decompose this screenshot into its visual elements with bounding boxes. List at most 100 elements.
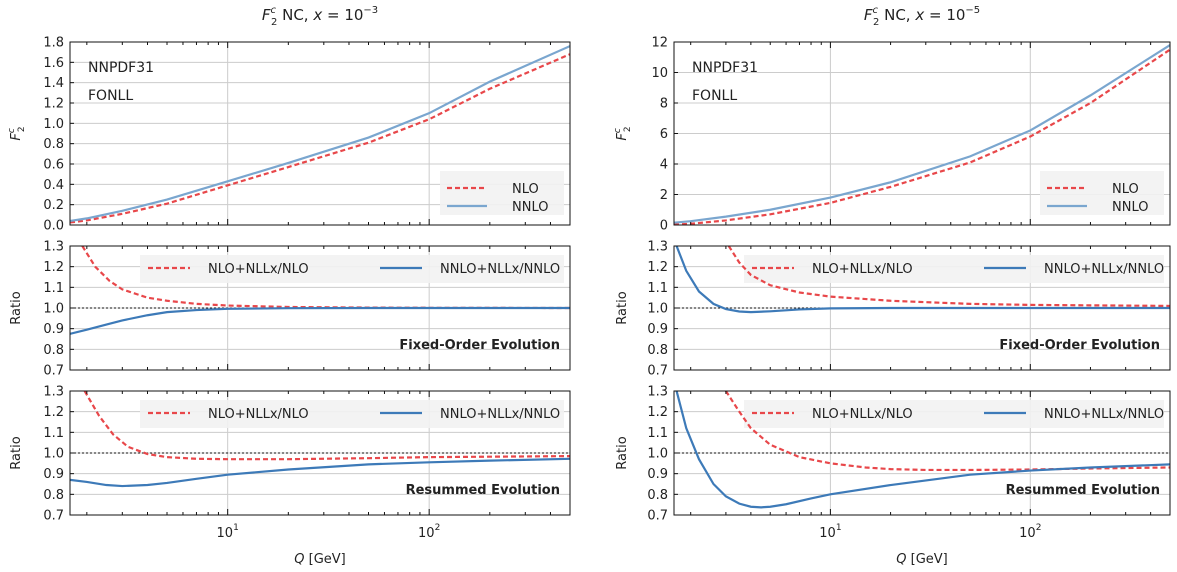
y-axis-label: Ratio	[615, 291, 630, 324]
y-tick-label: 0.2	[43, 198, 64, 213]
series-group	[70, 391, 570, 488]
series-line-nlo	[674, 48, 1170, 225]
y-tick-label: 1.1	[43, 426, 64, 441]
y-tick-label: 0.6	[43, 158, 64, 173]
y-tick-label: 1.2	[647, 405, 668, 420]
y-tick-label: 1.0	[647, 447, 668, 462]
series-line-nlo	[727, 246, 1170, 308]
y-tick-label: 0.9	[647, 322, 668, 337]
series-line-nlo	[81, 246, 570, 310]
panel-top: 0.0 0.2 0.4 0.6 0.8 1.0 1.2 1.4 1.6 1.8 Fc2 NNPDF31…	[7, 36, 571, 234]
y-tick-label: 1.3	[647, 385, 668, 400]
panel-label: Resummed Evolution	[1006, 483, 1160, 498]
legend-label: NNLO+NLLx/NNLO	[1044, 407, 1164, 422]
y-tick-label: 1.1	[647, 281, 668, 296]
y-tick-label: 1.0	[647, 302, 668, 317]
panel-mid: 0.7 0.8 0.9 1.0 1.1 1.2 1.3 Ratio Fixed-Order Ev…	[9, 240, 571, 379]
chart-x-1e-5: Fc 2 NC, x = 10−5 0 2 4 6 8 10 12 Fc2 NNPDF31 FONLL…	[613, 5, 1171, 567]
y-tick-label: 0.8	[43, 137, 64, 152]
legend-label: NNLO	[1112, 200, 1148, 215]
y-axis-label: Ratio	[9, 436, 24, 469]
legend-label: NLO	[512, 182, 539, 197]
y-axis-label: Fc2	[613, 126, 633, 140]
legend-label: NLO+NLLx/NLO	[208, 262, 309, 277]
series-line-nnlo	[70, 457, 570, 488]
y-tick-label: 0.7	[647, 509, 668, 524]
annotation: FONLL	[88, 88, 133, 104]
series-group	[70, 246, 570, 335]
y-tick-label: 0.7	[43, 364, 64, 379]
y-tick-label: 1.4	[43, 76, 64, 91]
y-tick-label: 0.4	[43, 178, 64, 193]
legend-label: NLO+NLLx/NLO	[812, 407, 913, 422]
y-tick-label: 0.8	[43, 343, 64, 358]
legend-label: NLO+NLLx/NLO	[208, 407, 309, 422]
y-axis-label: Ratio	[9, 291, 24, 324]
series-line-nnlo	[70, 306, 570, 335]
legend-box	[744, 255, 1164, 283]
panel-bot: 0.7 0.8 0.9 1.0 1.1 1.2 1.3 Ratio Resummed Evolu…	[9, 385, 571, 567]
y-tick-label: 1.2	[43, 97, 64, 112]
legend-label: NNLO+NLLx/NNLO	[1044, 262, 1164, 277]
panel-bot: 0.7 0.8 0.9 1.0 1.1 1.2 1.3 Ratio Resummed Evolu…	[615, 385, 1171, 567]
series-line-nnlo	[70, 45, 570, 223]
x-axis-label: Q [GeV]	[294, 552, 345, 567]
y-tick-label: 0.7	[43, 509, 64, 524]
legend-box	[440, 171, 564, 215]
x-tick-label: 101	[819, 523, 841, 541]
chart-title: Fc 2 NC, x = 10−5	[864, 5, 980, 28]
y-tick-label: 1.0	[43, 117, 64, 132]
y-tick-label: 1.8	[43, 36, 64, 51]
chart-x-1e-3: Fc 2 NC, x = 10−3 0.0 0.2 0.4 0.6 0.8 1.0 1.2 1.4…	[7, 5, 571, 567]
y-axis-label: Ratio	[615, 436, 630, 469]
series-group	[675, 391, 1170, 509]
axes-frame	[69, 41, 571, 226]
legend-label: NLO	[1112, 182, 1139, 197]
series-line-nnlo	[675, 391, 1170, 509]
y-tick-label: 0.9	[43, 467, 64, 482]
y-tick-label: 0.8	[43, 488, 64, 503]
x-axis-label: Q [GeV]	[896, 552, 947, 567]
x-tick-label: 102	[418, 523, 440, 541]
legend-box	[140, 255, 564, 283]
y-tick-label: 10	[651, 66, 668, 81]
legend-box	[744, 400, 1164, 428]
y-tick-label: 1.3	[647, 240, 668, 255]
y-tick-label: 0.9	[43, 322, 64, 337]
panel-mid: 0.7 0.8 0.9 1.0 1.1 1.2 1.3 Ratio Fixed-Order Ev…	[615, 240, 1171, 379]
series-line-nlo	[724, 391, 1170, 472]
legend-box	[1040, 171, 1164, 215]
y-tick-label: 1.1	[647, 426, 668, 441]
panel-label: Fixed-Order Evolution	[999, 338, 1160, 353]
y-tick-label: 12	[651, 36, 668, 51]
series-group	[70, 45, 570, 224]
panel-top: 0 2 4 6 8 10 12 Fc2 NNPDF31 FONLL NLO NNLO	[613, 36, 1171, 234]
y-tick-label: 0	[660, 219, 668, 234]
y-tick-label: 0.0	[43, 219, 64, 234]
y-tick-label: 4	[660, 158, 668, 173]
legend-box	[140, 400, 564, 428]
series-group	[674, 44, 1170, 225]
y-tick-label: 0.9	[647, 467, 668, 482]
x-tick-label: 102	[1019, 523, 1041, 541]
y-tick-label: 1.2	[43, 405, 64, 420]
y-tick-label: 1.3	[43, 240, 64, 255]
y-tick-label: 1.3	[43, 385, 64, 400]
y-tick-label: 1.6	[43, 56, 64, 71]
y-tick-label: 2	[660, 188, 668, 203]
series-line-nlo	[83, 391, 570, 461]
panel-label: Fixed-Order Evolution	[399, 338, 560, 353]
panel-label: Resummed Evolution	[406, 483, 560, 498]
y-tick-label: 1.1	[43, 281, 64, 296]
y-tick-label: 1.2	[43, 260, 64, 275]
annotation: NNPDF31	[88, 60, 154, 76]
y-tick-label: 8	[660, 97, 668, 112]
series-group	[675, 246, 1170, 314]
y-tick-label: 1.0	[43, 302, 64, 317]
legend-label: NNLO+NLLx/NNLO	[440, 262, 560, 277]
y-tick-label: 0.8	[647, 343, 668, 358]
chart-title: Fc 2 NC, x = 10−3	[262, 5, 378, 28]
y-tick-label: 1.2	[647, 260, 668, 275]
y-tick-label: 0.8	[647, 488, 668, 503]
